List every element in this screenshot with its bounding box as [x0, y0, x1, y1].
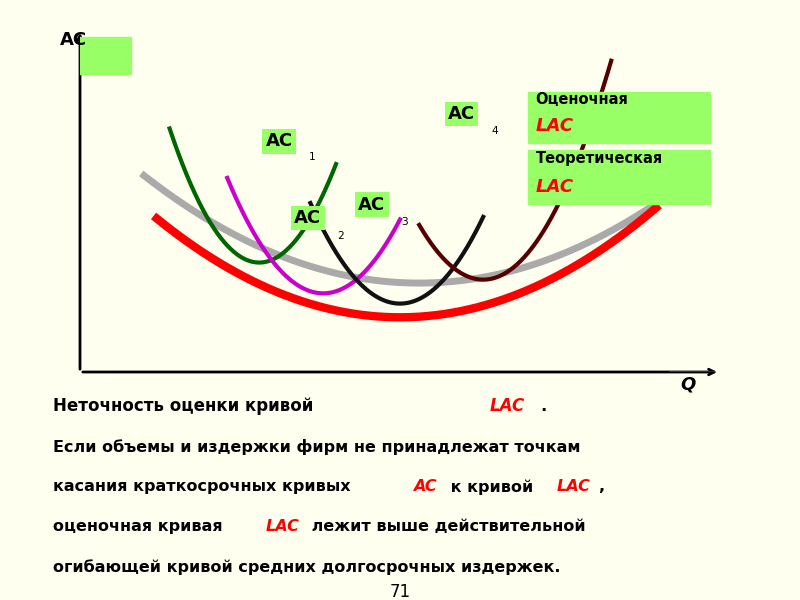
Text: AC: AC: [413, 479, 437, 494]
Text: Оценочная: Оценочная: [536, 92, 629, 107]
Text: AC: AC: [266, 132, 293, 150]
Text: ,: ,: [598, 479, 604, 494]
Text: AC: AC: [448, 105, 475, 123]
Text: $_1$: $_1$: [309, 148, 316, 163]
Text: Теоретическая: Теоретическая: [536, 151, 663, 166]
Bar: [528, 149, 710, 205]
Text: Неточность оценки кривой: Неточность оценки кривой: [53, 397, 319, 415]
Text: AC: AC: [294, 209, 322, 227]
Text: LAC: LAC: [266, 520, 299, 535]
Text: $_2$: $_2$: [338, 227, 345, 242]
Text: огибающей кривой средних долгосрочных издержек.: огибающей кривой средних долгосрочных из…: [53, 560, 561, 575]
Text: LAC: LAC: [490, 397, 526, 415]
Text: касания краткосрочных кривых: касания краткосрочных кривых: [53, 479, 356, 494]
Text: $_4$: $_4$: [491, 122, 499, 137]
Bar: [35, 37, 131, 74]
Bar: [669, 372, 726, 396]
Text: .: .: [541, 397, 546, 415]
Text: AC: AC: [60, 31, 87, 49]
Bar: [528, 92, 710, 143]
Text: AC: AC: [358, 196, 386, 214]
Text: Q: Q: [680, 375, 696, 393]
Text: лежит выше действительной: лежит выше действительной: [306, 520, 586, 535]
Text: LAC: LAC: [536, 117, 574, 135]
Text: к кривой: к кривой: [446, 479, 539, 494]
Text: $_3$: $_3$: [402, 213, 410, 228]
Text: Если объемы и издержки фирм не принадлежат точкам: Если объемы и издержки фирм не принадлеж…: [53, 439, 581, 455]
Text: оценочная кривая: оценочная кривая: [53, 520, 228, 535]
Text: LAC: LAC: [536, 178, 574, 196]
Text: LAC: LAC: [557, 479, 591, 494]
Text: 71: 71: [390, 583, 410, 600]
